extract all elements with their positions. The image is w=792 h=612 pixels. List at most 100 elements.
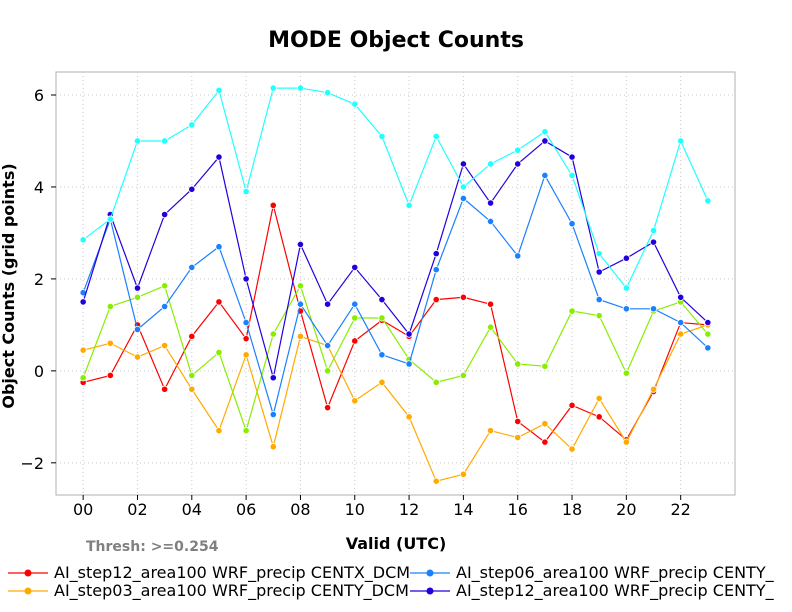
threshold-annotation: Thresh: >=0.254 <box>86 539 219 555</box>
data-point <box>622 284 630 292</box>
data-point <box>405 330 413 338</box>
y-tick-label: −2 <box>20 454 44 473</box>
data-point <box>541 128 549 136</box>
data-point <box>351 100 359 108</box>
data-point <box>514 433 522 442</box>
grid-lines <box>56 72 735 495</box>
data-point <box>459 183 467 191</box>
data-point <box>269 374 277 382</box>
data-point <box>514 160 522 168</box>
data-point <box>677 293 685 301</box>
data-point <box>486 160 495 168</box>
data-point <box>79 298 87 306</box>
data-point <box>677 330 685 338</box>
data-series <box>79 282 712 435</box>
x-tick-label: 10 <box>345 500 365 519</box>
legend-label: AI_step06_area100 WRF_precip CENTY_ <box>456 563 775 583</box>
data-point <box>622 369 630 377</box>
data-series <box>79 137 712 382</box>
x-tick-label: 16 <box>508 500 528 519</box>
data-point <box>704 344 712 352</box>
x-tick-label: 06 <box>236 500 256 519</box>
data-point <box>215 86 223 94</box>
data-point <box>269 201 277 209</box>
data-point <box>242 351 250 359</box>
data-point <box>106 215 114 223</box>
series-line <box>82 284 709 433</box>
data-point <box>595 268 603 276</box>
legend-swatch-marker <box>24 569 32 577</box>
data-point <box>514 360 522 368</box>
legend-item: AI_step12_area100 WRF_precip CENTY_ <box>410 581 775 601</box>
data-series <box>79 321 712 485</box>
data-point <box>242 427 250 435</box>
data-point <box>649 385 658 393</box>
data-point <box>704 318 712 327</box>
data-point <box>541 420 549 428</box>
data-point <box>704 330 712 338</box>
series-line <box>82 140 709 378</box>
data-point <box>432 295 440 304</box>
legend-label: AI_step12_area100 WRF_precip CENTY_ <box>456 581 775 601</box>
data-point <box>486 323 495 331</box>
data-point <box>296 300 305 308</box>
x-tick-label: 12 <box>399 500 419 519</box>
data-point <box>242 335 250 343</box>
data-point <box>133 325 142 334</box>
data-point <box>459 371 467 380</box>
chart-title: MODE Object Counts <box>268 28 524 53</box>
data-point <box>432 477 440 485</box>
legend-label: AI_step12_area100 WRF_precip CENTX_DCM <box>54 563 410 583</box>
data-point <box>541 362 549 370</box>
data-point <box>106 371 114 380</box>
series-line <box>83 205 708 443</box>
data-point <box>622 438 630 446</box>
data-point <box>595 250 603 258</box>
data-point <box>296 84 305 92</box>
legend-item: AI_step12_area100 WRF_precip CENTX_DCM <box>8 563 410 583</box>
data-point <box>133 284 142 292</box>
y-tick-label: 0 <box>34 362 44 381</box>
data-point <box>459 160 467 168</box>
data-point <box>215 153 223 161</box>
series-line <box>82 173 709 417</box>
data-point <box>296 282 305 290</box>
legend-item: AI_step03_area100 WRF_precip CENTY_DCM <box>8 581 409 601</box>
y-tick-label: 6 <box>34 86 44 105</box>
data-point <box>568 220 576 228</box>
x-tick-label: 00 <box>73 500 93 519</box>
data-point <box>595 312 603 320</box>
x-tick-label: 18 <box>562 500 582 519</box>
data-point <box>677 318 685 327</box>
data-point <box>378 378 386 386</box>
data-point <box>486 300 495 308</box>
x-tick-label: 20 <box>616 500 636 519</box>
data-point <box>514 146 522 154</box>
data-point <box>649 305 658 313</box>
data-point <box>323 367 332 375</box>
data-point <box>378 295 386 304</box>
x-tick-label: 22 <box>671 500 691 519</box>
legend-swatch-marker <box>426 587 434 595</box>
data-point <box>133 137 142 145</box>
data-point <box>704 197 712 205</box>
legend-swatch-marker <box>24 587 32 595</box>
plot-area <box>55 71 736 496</box>
data-point <box>568 445 576 453</box>
data-point <box>595 295 603 304</box>
data-point <box>296 332 305 340</box>
x-axis-label: Valid (UTC) <box>346 534 447 553</box>
data-point <box>649 227 658 235</box>
series-line <box>83 324 709 482</box>
data-point <box>269 330 277 338</box>
data-point <box>215 348 223 357</box>
data-point <box>568 401 576 409</box>
series-lines <box>79 84 712 485</box>
data-point <box>269 443 277 451</box>
data-point <box>296 240 305 249</box>
data-point <box>378 351 386 359</box>
data-point <box>351 263 359 272</box>
data-point <box>79 346 87 354</box>
data-point <box>677 137 685 145</box>
